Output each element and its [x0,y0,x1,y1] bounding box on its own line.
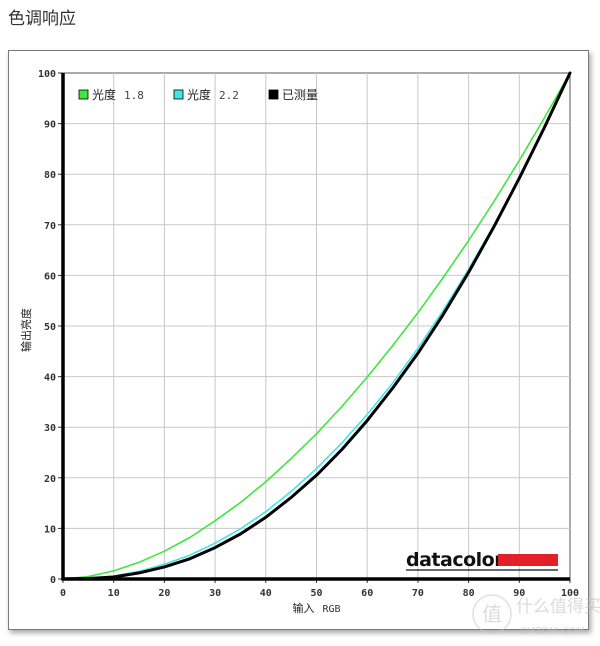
x-tick-label: 50 [310,588,322,599]
y-tick-label: 90 [44,120,56,131]
x-tick-label: 100 [561,588,579,599]
y-axis-label: 输出亮度 [19,308,33,352]
y-tick-label: 40 [44,373,56,384]
page-title: 色调响应 [8,9,76,29]
legend-label-2: 光度 [187,87,211,102]
legend-value-2: 2.2 [219,89,239,102]
chart-frame: 0 10 20 30 40 50 60 70 80 90 100 0 10 20 30 40 50 60 70 80 9… [8,50,589,630]
x-tick-label: 0 [60,588,66,599]
y-tick-label: 30 [44,423,56,434]
x-tick-label: 70 [412,588,424,599]
legend-label-3: 已测量 [282,88,318,102]
legend-label-1: 光度 [92,87,116,102]
legend-value-1: 1.8 [124,89,144,102]
x-tick-label: 60 [361,588,373,599]
x-tick-label: 10 [108,588,120,599]
legend-swatch-1 [78,89,89,100]
datacolor-logo-bar [498,554,558,566]
series-line-3 [61,71,572,581]
watermark-subtext: SMZDM.COM [520,626,585,637]
y-tick-label: 10 [44,524,56,535]
x-tick-label: 20 [158,588,170,599]
watermark-text: 什么值得买 [516,597,600,617]
y-tick-label: 80 [44,170,56,181]
y-tick-label: 70 [44,221,56,232]
x-axis-label-cn: 输入 [293,601,315,615]
datacolor-logo-text: datacolor [406,549,504,571]
tone-response-chart: 0 10 20 30 40 50 60 70 80 90 100 0 10 20 30 40 50 60 70 80 9… [19,69,579,615]
series-line-1 [62,72,571,580]
x-tick-label: 40 [260,588,272,599]
y-tick-label: 60 [44,271,56,282]
y-tick-label: 100 [38,69,56,80]
watermark-glyph: 值 [482,602,502,626]
legend-swatch-3 [268,89,279,100]
watermark-logo-icon [472,594,512,634]
x-tick-label: 30 [209,588,221,599]
x-tick-label: 80 [463,588,475,599]
legend-swatch-2 [173,89,184,100]
x-tick-label: 90 [513,588,525,599]
y-tick-label: 50 [44,322,56,333]
y-tick-label: 0 [50,575,56,586]
x-axis-label-en: RGB [323,604,341,615]
watermark: 值 什么值得买 SMZDM.COM [472,594,600,637]
y-tick-label: 20 [44,474,56,485]
